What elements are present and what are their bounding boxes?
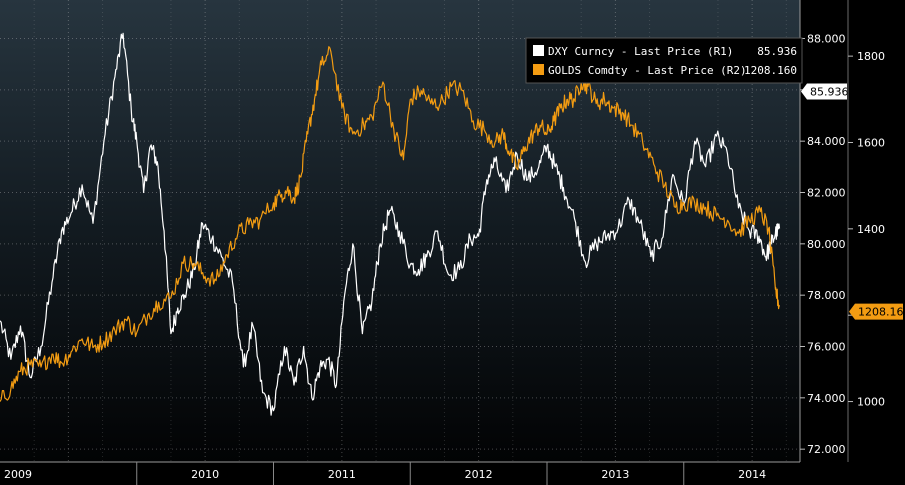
legend: DXY Curncy - Last Price (R1) 85.936 GOLD… bbox=[525, 37, 803, 84]
legend-label-gold: GOLDS Comdty - Last Price (R2) bbox=[548, 64, 747, 77]
legend-label-dxy: DXY Curncy - Last Price (R1) bbox=[548, 45, 733, 58]
legend-swatch-dxy bbox=[533, 45, 544, 56]
r1-tick-label: 78.000 bbox=[807, 289, 846, 302]
legend-value-dxy: 85.936 bbox=[757, 45, 797, 58]
r2-tick-label: 1600 bbox=[857, 136, 885, 149]
series-line-dxy bbox=[0, 32, 781, 416]
x-tick-label: 2011 bbox=[328, 468, 356, 481]
r1-tick-label: 82.000 bbox=[807, 187, 846, 200]
bottom-axis-panel bbox=[0, 462, 800, 485]
x-tick-label: 2009 bbox=[4, 468, 32, 481]
r1-tick-label: 80.000 bbox=[807, 238, 846, 251]
r1-tick-label: 84.000 bbox=[807, 135, 846, 148]
series-layer bbox=[0, 32, 781, 416]
x-tick-label: 2013 bbox=[601, 468, 629, 481]
legend-box bbox=[525, 37, 803, 84]
last-value-flag-dxy: 85.936 bbox=[801, 83, 849, 100]
r1-tick-label: 74.000 bbox=[807, 392, 846, 405]
r2-tick-label: 1400 bbox=[857, 223, 885, 236]
flag-dxy-shape bbox=[801, 83, 847, 100]
r2-tick-label: 1000 bbox=[857, 396, 885, 409]
flag-gold-text: 1208.16 bbox=[858, 306, 904, 319]
r2-tick-label: 1800 bbox=[857, 50, 885, 63]
r1-tick-label: 88.000 bbox=[807, 33, 846, 46]
flag-dxy-text: 85.936 bbox=[810, 85, 849, 98]
x-axis-year-ticks: 2009 2010 2011 2012 2013 2014 bbox=[4, 462, 766, 485]
x-tick-label: 2010 bbox=[191, 468, 219, 481]
legend-swatch-gold bbox=[533, 64, 544, 75]
r1-tick-label: 76.000 bbox=[807, 341, 846, 354]
legend-value-gold: 1208.160 bbox=[744, 64, 797, 77]
x-tick-label: 2012 bbox=[465, 468, 493, 481]
right-axis-panel bbox=[800, 0, 905, 485]
last-value-flag-gold: 1208.16 bbox=[849, 303, 904, 320]
r1-tick-label: 72.000 bbox=[807, 443, 846, 456]
flag-gold-shape bbox=[849, 303, 903, 320]
x-tick-label: 2014 bbox=[738, 468, 766, 481]
series-line-gold bbox=[0, 46, 781, 402]
